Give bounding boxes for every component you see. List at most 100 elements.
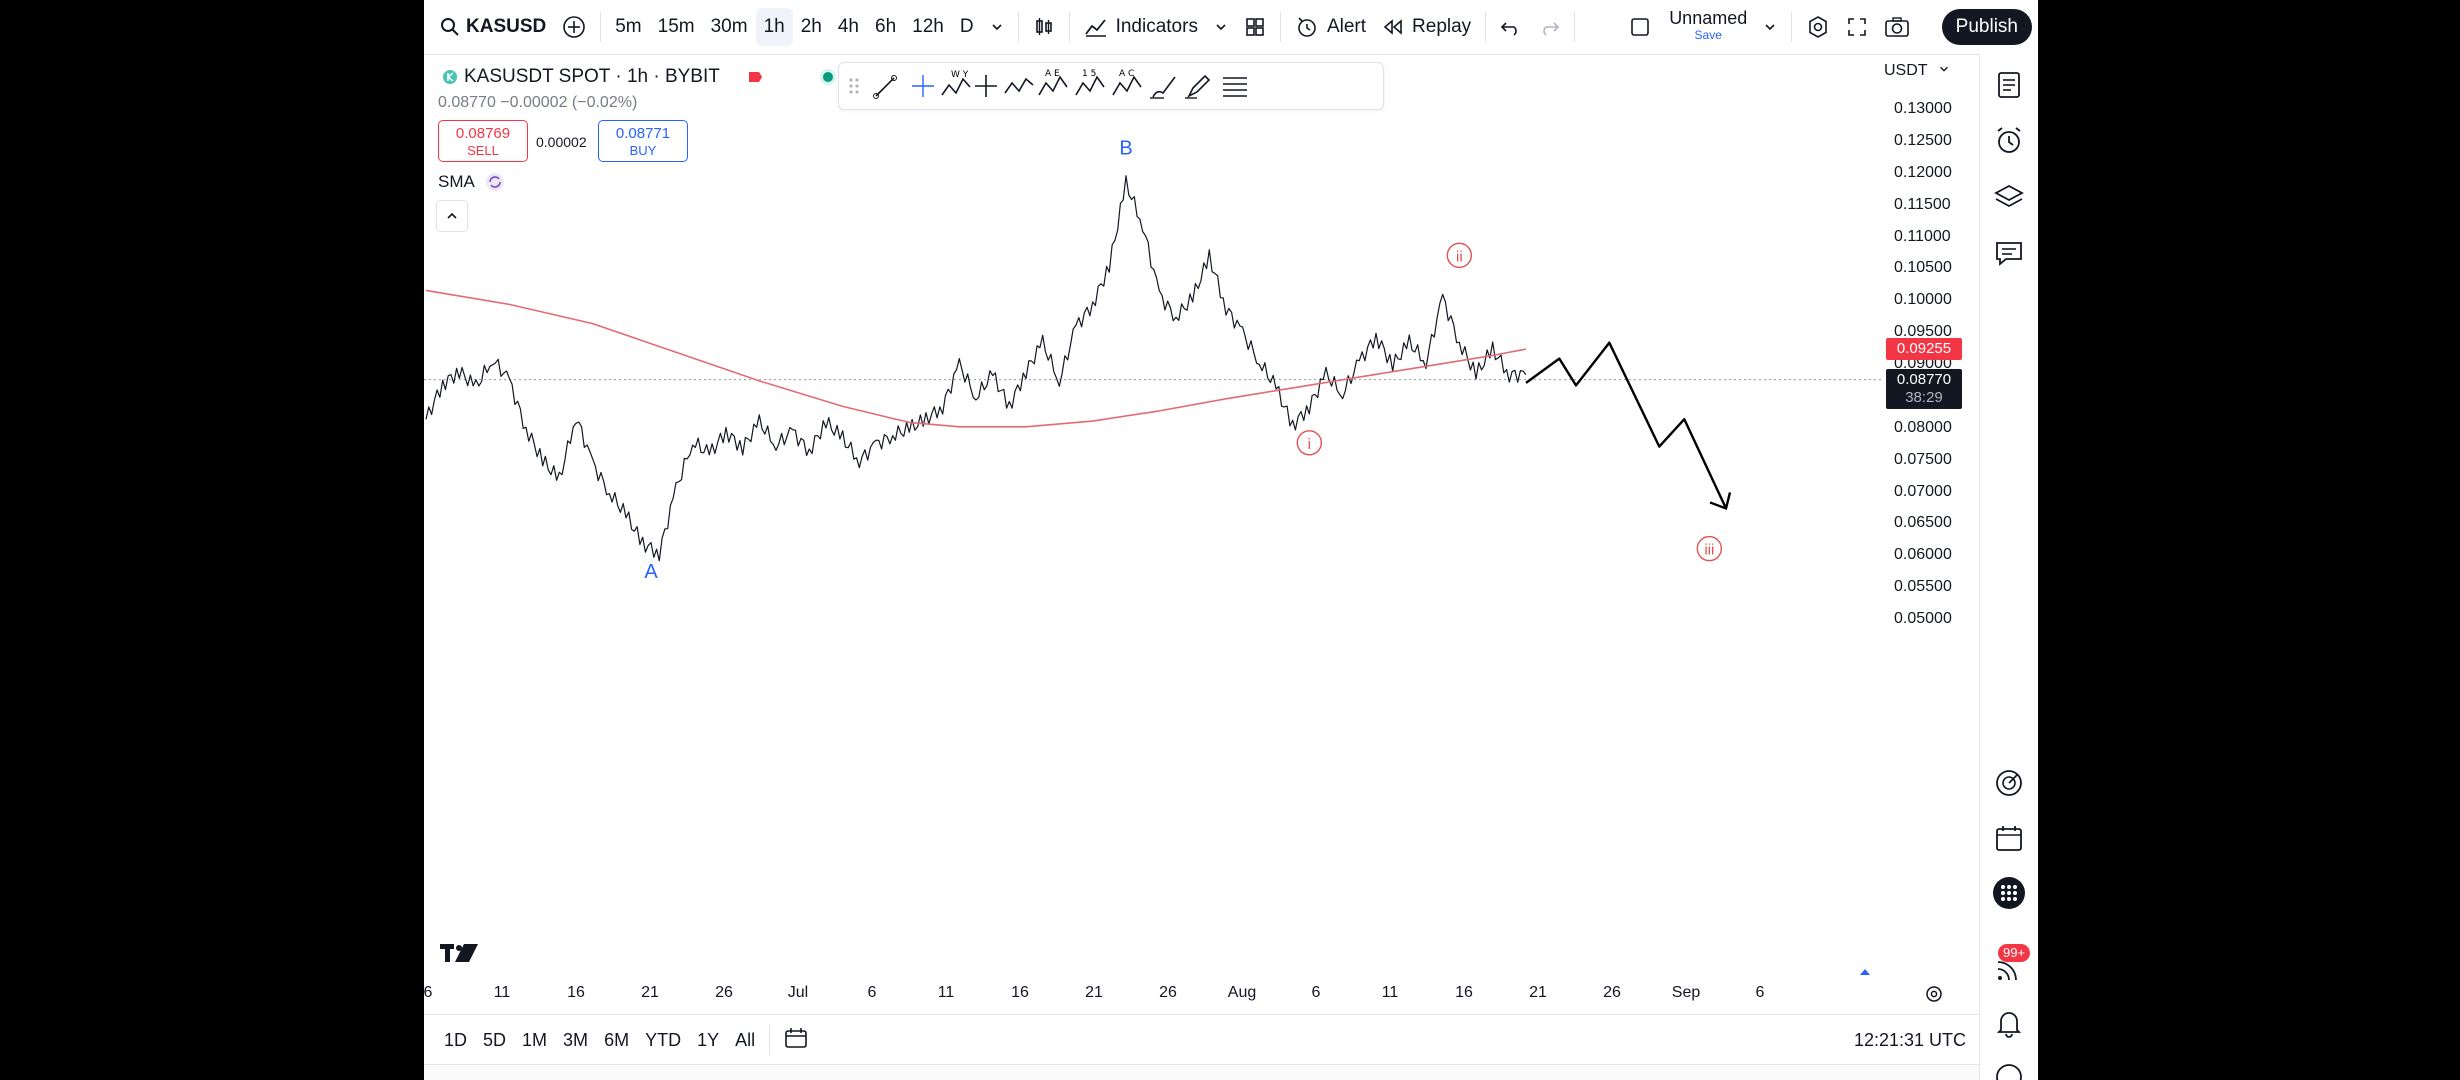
symbol-search[interactable]: KASUSD	[432, 8, 554, 46]
replay-button[interactable]: Replay	[1374, 8, 1479, 46]
clock[interactable]: 12:21:31 UTC	[1853, 1029, 1966, 1050]
spread-value: 0.00002	[536, 134, 587, 150]
currency-selector[interactable]: USDT	[1884, 62, 1950, 80]
indicators-dropdown[interactable]	[1206, 8, 1236, 46]
price-tick: 0.07000	[1894, 482, 1952, 500]
alarm-clock-icon[interactable]	[1992, 124, 2026, 158]
redo-button[interactable]	[1530, 8, 1568, 46]
divider	[1068, 12, 1070, 42]
wave-label[interactable]: i	[1296, 430, 1323, 456]
interval-1h[interactable]: 1h	[755, 8, 793, 46]
range-group: 1D 5D 1M 3M 6M YTD 1Y All	[436, 1030, 763, 1051]
range-5d[interactable]: 5D	[483, 1029, 507, 1050]
fullscreen-button[interactable]	[1838, 8, 1876, 46]
wave-label[interactable]: A	[644, 561, 658, 583]
templates-button[interactable]	[1236, 8, 1274, 46]
projection-arrowhead	[1709, 492, 1732, 511]
zigzag-icon[interactable]	[1004, 77, 1034, 94]
help-icon[interactable]	[1992, 1060, 2026, 1080]
price-tick: 0.12500	[1894, 131, 1952, 149]
crosshair-icon[interactable]	[912, 75, 934, 97]
settings-button[interactable]	[1798, 8, 1838, 46]
bar-countdown: 38:29	[1905, 388, 1943, 406]
drag-handle-icon[interactable]	[849, 78, 859, 94]
wave-label[interactable]: B	[1119, 137, 1132, 159]
range-all[interactable]: All	[735, 1029, 756, 1050]
search-icon	[441, 18, 459, 36]
range-ytd[interactable]: YTD	[645, 1029, 682, 1050]
brush-icon[interactable]	[1150, 76, 1176, 99]
price-series-line[interactable]	[425, 175, 1527, 562]
time-tick: Sep	[1671, 984, 1701, 1001]
buy-button[interactable]: 0.08771 BUY	[598, 120, 688, 162]
interval-15m[interactable]: 15m	[657, 16, 695, 37]
date-range-button[interactable]	[784, 1027, 808, 1054]
axis-settings-button[interactable]	[1924, 984, 1944, 1009]
range-3m[interactable]: 3M	[563, 1029, 589, 1050]
interval-dropdown[interactable]	[982, 8, 1012, 46]
chart-type-button[interactable]	[1025, 8, 1063, 46]
sma-line[interactable]	[425, 289, 1527, 428]
wave-wxy-icon[interactable]: W Y	[941, 70, 971, 96]
interval-5m[interactable]: 5m	[615, 16, 642, 37]
wave-label-text: A	[644, 561, 658, 583]
wave-abc-icon[interactable]: A C	[1112, 69, 1142, 96]
indicators-button[interactable]: Indicators	[1076, 8, 1206, 46]
candles-icon	[1035, 18, 1052, 35]
cross-icon[interactable]	[975, 75, 997, 97]
wave-abcde-icon[interactable]: A E	[1038, 69, 1068, 96]
layout-button[interactable]: Unnamed Save	[1621, 8, 1755, 46]
alert-button[interactable]: Alert	[1287, 8, 1374, 46]
interval-2h[interactable]: 2h	[800, 16, 822, 37]
range-1d[interactable]: 1D	[444, 1029, 468, 1050]
price-tick: 0.11500	[1894, 195, 1951, 213]
flag-icon[interactable]	[746, 69, 762, 85]
signal-icon[interactable]	[1992, 952, 2026, 986]
interval-12h[interactable]: 12h	[912, 16, 944, 37]
interval-4h[interactable]: 4h	[837, 16, 859, 37]
interval-30m[interactable]: 30m	[710, 16, 748, 37]
last-price-value: 0.08770	[1896, 370, 1952, 388]
target-icon[interactable]	[1992, 766, 2026, 800]
interval-d[interactable]: D	[959, 16, 974, 37]
publish-button[interactable]: Publish	[1941, 9, 2032, 45]
wave-label-circle	[1446, 242, 1473, 269]
wave-label[interactable]: ii	[1446, 242, 1473, 269]
wave-label[interactable]: iii	[1696, 535, 1723, 562]
symbol-legend[interactable]: KASUSDT SPOT · 1h · BYBIT	[442, 66, 838, 88]
buy-price: 0.08771	[615, 125, 671, 142]
redo-icon	[1543, 22, 1560, 36]
snapshot-button[interactable]	[1876, 8, 1918, 46]
collapse-legend-button[interactable]	[436, 200, 468, 232]
currency-label: USDT	[1884, 62, 1928, 79]
scroll-to-latest-marker[interactable]	[1860, 969, 1870, 975]
projection-path[interactable]	[1525, 341, 1728, 509]
trend-line-icon[interactable]	[873, 75, 897, 99]
compare-button[interactable]	[554, 8, 594, 46]
range-1m[interactable]: 1M	[522, 1029, 548, 1050]
layout-dropdown[interactable]	[1755, 8, 1785, 46]
bell-icon[interactable]	[1992, 1006, 2026, 1040]
sell-button[interactable]: 0.08769 SELL	[438, 120, 528, 162]
undo-button[interactable]	[1492, 8, 1530, 46]
apps-grid-icon[interactable]	[1992, 876, 2026, 910]
sma-legend[interactable]: SMA	[438, 172, 505, 192]
interval-6h[interactable]: 6h	[875, 16, 897, 37]
chevron-down-icon	[1765, 24, 1775, 31]
pencil-icon[interactable]	[1185, 74, 1211, 99]
divider	[1017, 12, 1019, 42]
chat-icon[interactable]	[1992, 236, 2026, 270]
divider	[1791, 12, 1793, 42]
menu-icon[interactable]	[1223, 77, 1247, 97]
wave-impulse-icon[interactable]: 1 5	[1075, 69, 1105, 96]
range-6m[interactable]: 6M	[604, 1029, 630, 1050]
range-1y[interactable]: 1Y	[697, 1029, 720, 1050]
layers-icon[interactable]	[1992, 180, 2026, 214]
calendar-icon[interactable]	[1992, 822, 2026, 856]
tradingview-logo-icon[interactable]	[438, 940, 480, 971]
watchlist-icon[interactable]	[1992, 68, 2026, 102]
trading-app: KASUSD 5m 15m 30m 1h 2h 4h 6h 12h D Indicators A…	[424, 0, 2038, 1080]
interval-group: 5m 15m 30m 1h 2h 4h 6h 12h D	[607, 8, 981, 46]
